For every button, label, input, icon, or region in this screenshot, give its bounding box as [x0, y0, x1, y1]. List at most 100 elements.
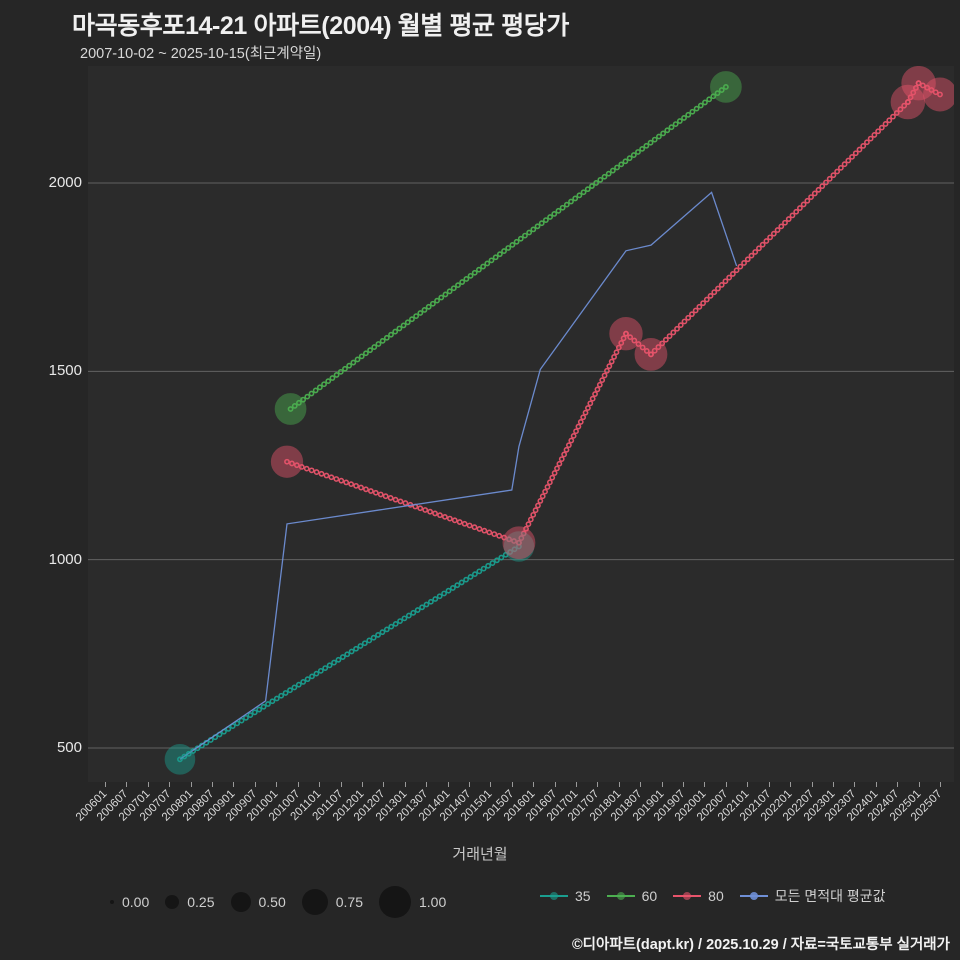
- x-tick-mark: [940, 782, 941, 787]
- data-point[interactable]: [274, 393, 307, 425]
- series-legend-marker: [616, 892, 625, 900]
- x-tick-mark: [340, 782, 342, 787]
- size-legend-dot: [230, 892, 251, 912]
- y-axis-ticks: 500 1000 1500 2000: [0, 0, 82, 782]
- series-legend: 35 60 80 모든 면적대 평균값: [540, 886, 902, 906]
- data-point[interactable]: [609, 316, 643, 351]
- x-tick-mark: [147, 782, 149, 787]
- chart-legend: 0.00 0.25 0.50 0.75 1.00 35 60 80 모든 면적대 평균값: [0, 886, 960, 926]
- x-tick-mark: [725, 782, 727, 787]
- series-legend-label: 80: [708, 888, 724, 904]
- series-legend-marker: [683, 892, 692, 900]
- series-legend-marker: [749, 892, 758, 900]
- x-tick-mark: [875, 782, 877, 787]
- size-legend-label: 0.50: [258, 894, 286, 910]
- x-tick-mark: [212, 782, 214, 787]
- series-legend-item[interactable]: 35: [540, 888, 591, 904]
- x-tick-mark: [126, 782, 128, 787]
- series-legend-swatch: [739, 889, 768, 903]
- x-tick-mark: [319, 782, 321, 787]
- x-tick-mark: [297, 782, 299, 787]
- x-tick-mark: [832, 782, 834, 787]
- x-tick-mark: [597, 782, 599, 787]
- x-tick-mark: [511, 782, 513, 787]
- x-tick-mark: [426, 782, 428, 787]
- x-tick-mark: [790, 782, 792, 787]
- series-line: [177, 543, 522, 763]
- data-point[interactable]: [923, 77, 954, 112]
- series-legend-swatch: [540, 889, 568, 903]
- data-point[interactable]: [890, 84, 926, 120]
- x-tick-mark: [254, 782, 256, 787]
- x-tick-mark: [576, 782, 578, 787]
- x-tick-mark: [233, 782, 235, 787]
- chart-canvas: [88, 66, 954, 775]
- size-legend: 0.00 0.25 0.50 0.75 1.00: [110, 886, 462, 918]
- x-tick-mark: [447, 782, 449, 787]
- series-legend-item[interactable]: 80: [673, 888, 724, 904]
- size-legend-item: 0.75: [301, 889, 379, 915]
- y-tick-label: 500: [56, 739, 82, 756]
- x-tick-mark: [554, 782, 556, 787]
- series-markers[interactable]: [270, 66, 954, 560]
- x-tick-mark: [361, 782, 363, 787]
- x-tick-mark: [618, 782, 620, 787]
- series-legend-swatch: [606, 889, 635, 903]
- x-tick-mark: [918, 782, 920, 787]
- data-point[interactable]: [901, 66, 936, 101]
- series-legend-item[interactable]: 모든 면적대 평균값: [739, 886, 886, 906]
- x-tick-mark: [747, 782, 749, 787]
- x-tick-mark: [640, 782, 642, 787]
- x-tick-mark: [533, 782, 535, 787]
- data-point[interactable]: [710, 71, 742, 103]
- x-axis-label: 거래년월: [452, 846, 508, 863]
- series-line-avg: [179, 191, 738, 760]
- footer-credit: ©디아파트(dapt.kr) / 2025.10.29 / 자료=국토교통부 실…: [571, 937, 950, 953]
- plot-area: [88, 66, 954, 782]
- x-tick-mark: [683, 782, 685, 787]
- x-tick-mark: [276, 782, 278, 787]
- data-point[interactable]: [503, 531, 535, 562]
- page-subtitle: 2007-10-02 ~ 2025-10-15(최근계약일): [80, 46, 322, 62]
- series-legend-label: 60: [641, 888, 658, 904]
- series-legend-label: 모든 면적대 평균값: [774, 888, 886, 904]
- series-legend-item[interactable]: 60: [606, 888, 658, 904]
- size-legend-item: 0.25: [165, 894, 230, 910]
- series-markers[interactable]: [274, 71, 742, 425]
- size-legend-item: 1.00: [379, 886, 462, 918]
- size-legend-dot: [379, 886, 411, 918]
- x-tick-mark: [704, 782, 706, 787]
- series-legend-swatch: [673, 889, 702, 903]
- x-tick-mark: [468, 782, 470, 787]
- data-point[interactable]: [634, 337, 668, 371]
- size-legend-label: 0.25: [187, 894, 215, 910]
- page-title: 마곡동후포14-21 아파트(2004) 월별 평균 평당가: [72, 12, 569, 40]
- x-tick-mark: [897, 782, 899, 787]
- y-tick-label: 1500: [48, 362, 82, 380]
- x-tick-mark: [661, 782, 663, 787]
- series-markers[interactable]: [164, 531, 535, 775]
- data-point[interactable]: [270, 445, 304, 478]
- data-point[interactable]: [164, 744, 196, 775]
- x-tick-mark: [404, 782, 406, 787]
- size-legend-item: 0.50: [230, 892, 302, 912]
- size-legend-dot: [110, 900, 114, 904]
- x-tick-mark: [169, 782, 171, 787]
- x-tick-mark: [768, 782, 770, 787]
- y-tick-label: 1000: [48, 550, 82, 568]
- size-legend-label: 0.75: [335, 894, 363, 910]
- series-legend-marker: [550, 892, 558, 900]
- y-tick-label: 2000: [48, 174, 82, 191]
- x-tick-mark: [854, 782, 856, 787]
- series-legend-label: 35: [575, 888, 591, 904]
- x-tick-mark: [490, 782, 492, 787]
- size-legend-dot: [165, 895, 180, 909]
- x-axis-ticks: 200601 200607 200701 200707 200801 200807 2009…: [0, 782, 960, 844]
- data-point[interactable]: [502, 526, 536, 560]
- size-legend-label: 0.00: [122, 894, 150, 910]
- size-legend-label: 1.00: [419, 894, 447, 910]
- series-line: [287, 84, 729, 412]
- size-legend-item: 0.00: [110, 894, 165, 910]
- x-tick-mark: [383, 782, 385, 787]
